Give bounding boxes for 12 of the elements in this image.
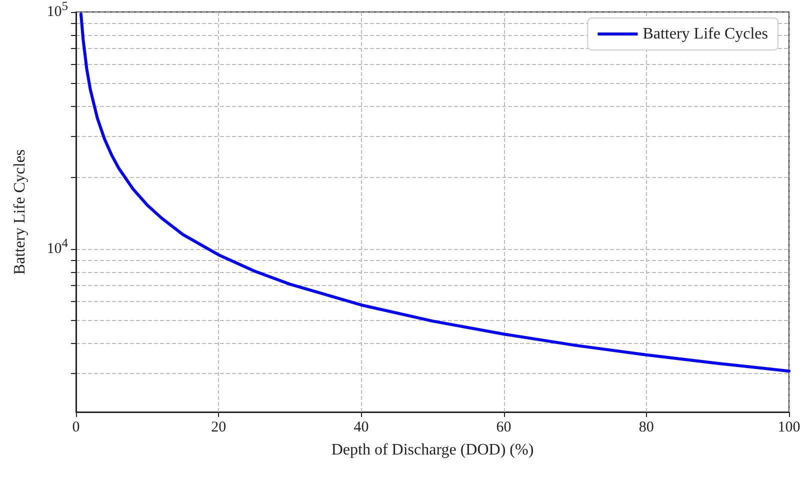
- y-tick-label: 10$^{4}$: [46, 236, 68, 257]
- x-tick-label: 40: [354, 420, 369, 436]
- legend-label: Battery Life Cycles: [642, 26, 768, 42]
- x-tick-label: 80: [638, 420, 654, 436]
- line-series: [79, 12, 790, 373]
- y-axis-title: Battery Life Cycles: [12, 149, 28, 275]
- x-tick-label: 0: [72, 420, 80, 436]
- x-tick-label: 100: [778, 420, 800, 436]
- y-tick-label: 10$^{5}$: [46, 0, 68, 20]
- x-tick-label: 60: [496, 420, 512, 436]
- x-axis-title: Depth of Discharge (DOD) (%): [331, 442, 534, 458]
- x-tick-label: 20: [211, 420, 226, 436]
